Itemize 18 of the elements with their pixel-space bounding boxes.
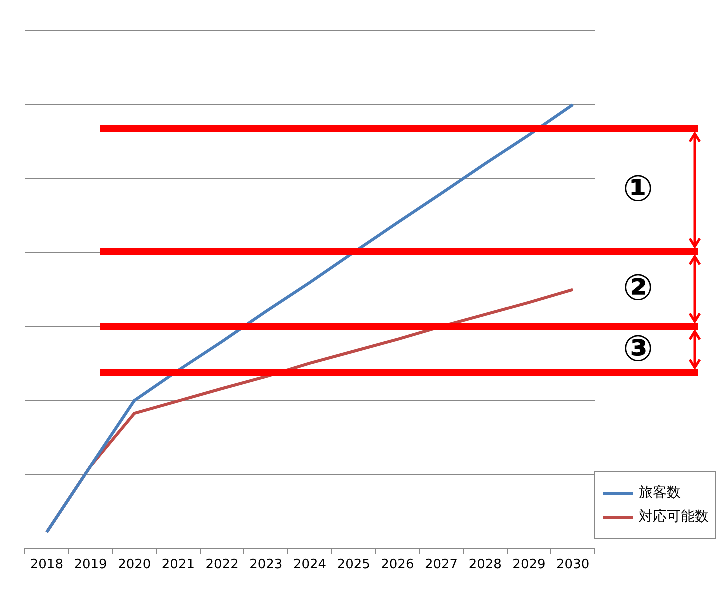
text: ③ [623,328,654,372]
x-tick-label: 2028 [468,558,502,573]
x-tick-label: 2023 [250,558,283,573]
text: ① [623,168,654,212]
x-tick-label: 2019 [74,558,108,573]
x-tick-label: 2030 [556,558,590,573]
legend-label: 旅客数 [639,484,681,502]
x-tick-label: 2018 [30,558,64,573]
x-tick-label: 2026 [381,558,414,573]
x-tick-label: 2021 [162,558,196,573]
x-tick-label: 2025 [337,558,370,573]
x-tick-label: 2027 [424,558,458,573]
x-tick-label: 2029 [512,558,546,573]
text: ② [623,267,654,312]
x-tick-label: 2024 [293,558,327,573]
legend-label: 対応可能数 [639,508,709,526]
x-tick-label: 2022 [206,558,239,573]
x-tick-label: 2020 [118,558,152,573]
